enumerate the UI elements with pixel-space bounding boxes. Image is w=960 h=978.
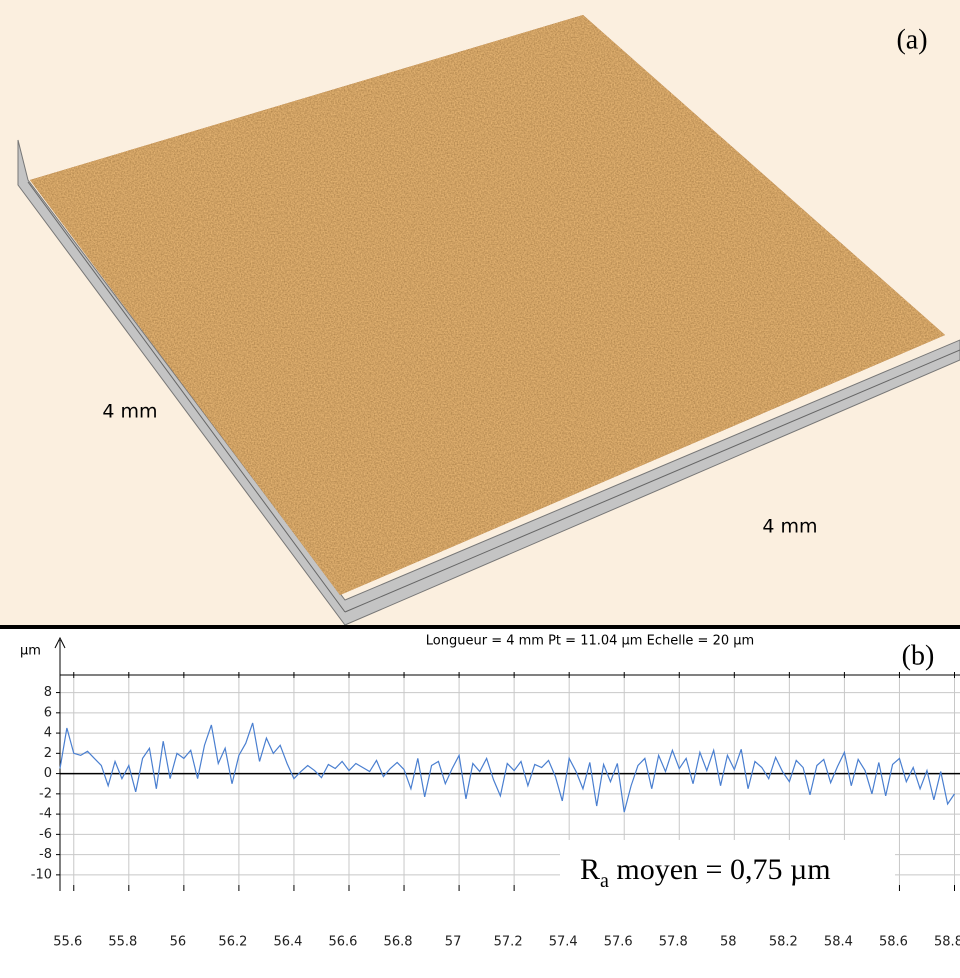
divider	[0, 625, 960, 629]
y-tick-label: -4	[39, 807, 52, 822]
y-tick-label: 4	[44, 726, 52, 741]
y-tick-label: 8	[44, 685, 52, 700]
y-tick-label: -2	[39, 786, 52, 801]
x-tick-label: 57.6	[604, 935, 633, 950]
surface-texture	[30, 15, 945, 595]
panel-label: (a)	[896, 24, 927, 55]
y-tick-label: -8	[39, 847, 52, 862]
x-tick-label: 57.8	[659, 935, 688, 950]
x-tick-label: 55.6	[53, 935, 82, 950]
chart-header: Longueur = 4 mm Pt = 11.04 µm Echelle = …	[426, 634, 754, 649]
annotation: Ra moyen = 0,75 µm	[580, 853, 831, 892]
panel-label: (b)	[902, 640, 935, 671]
annotation-subscript: a	[600, 870, 609, 892]
annotation-box	[560, 840, 895, 902]
base-edge	[344, 349, 960, 613]
x-tick-label: 57.2	[494, 935, 523, 950]
x-tick-label: 55.8	[108, 935, 137, 950]
annotation-base: R	[580, 853, 600, 886]
dimension-label: 4 mm	[102, 401, 157, 423]
x-tick-label: 58	[720, 935, 737, 950]
y-tick-label: 6	[44, 705, 52, 720]
x-tick-label: 56.6	[329, 935, 358, 950]
surface-base	[17, 139, 960, 626]
profile-chart: 8 6 4 2 0 -2 -4 -6 -8 -10 55.6 55.8 56 56.2 56.4 56.6 56…	[31, 636, 960, 950]
x-tick-label: 56.2	[218, 935, 247, 950]
x-tick-label: 57.4	[549, 935, 578, 950]
profile-line	[59, 722, 955, 813]
base-edge	[27, 181, 346, 613]
x-tick-label: 56	[170, 935, 187, 950]
x-tick-label: 56.8	[384, 935, 413, 950]
x-tick-label: 58.2	[769, 935, 798, 950]
y-tick-label: -6	[39, 827, 52, 842]
x-tick-label: 58.4	[824, 935, 853, 950]
y-axis-arrow	[54, 636, 66, 649]
x-tick-label: 56.4	[273, 935, 302, 950]
x-tick-label: 58.8	[934, 935, 960, 950]
y-tick-label: 2	[44, 746, 52, 761]
x-tick-label: 58.6	[879, 935, 908, 950]
annotation-rest: moyen = 0,75 µm	[609, 853, 831, 886]
y-tick-label: 0	[44, 766, 52, 781]
x-tick-label: 57	[445, 935, 462, 950]
y-axis-label: µm	[20, 644, 41, 659]
dimension-label: 4 mm	[762, 516, 817, 538]
y-tick-label: -10	[31, 867, 52, 882]
